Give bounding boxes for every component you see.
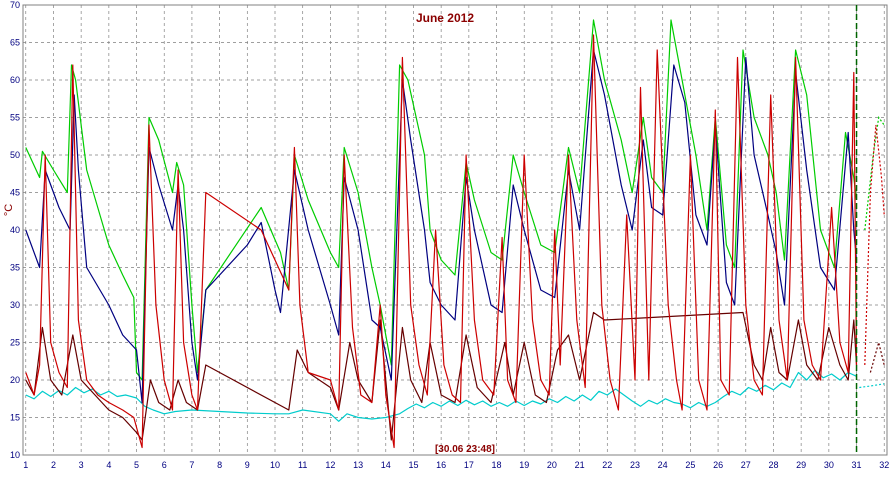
x-tick-label: 27 xyxy=(741,460,751,470)
y-tick-label: 15 xyxy=(10,413,20,423)
y-tick-label: 60 xyxy=(10,75,20,85)
y-tick-label: 65 xyxy=(10,38,20,48)
y-tick-label: 45 xyxy=(10,188,20,198)
x-tick-label: 2 xyxy=(51,460,56,470)
x-tick-label: 24 xyxy=(658,460,668,470)
forecast-line-red xyxy=(864,124,885,366)
y-tick-label: 35 xyxy=(10,263,20,273)
x-tick-label: 28 xyxy=(768,460,778,470)
x-tick-label: 14 xyxy=(381,460,391,470)
x-tick-label: 8 xyxy=(217,460,222,470)
y-tick-label: 55 xyxy=(10,113,20,123)
x-tick-label: 6 xyxy=(162,460,167,470)
forecast-line-cyan xyxy=(859,383,885,389)
x-tick-label: 32 xyxy=(879,460,889,470)
series-lines xyxy=(25,19,885,449)
series-line-darkred xyxy=(25,311,858,441)
series-line-red xyxy=(25,34,858,449)
x-tick-label: 9 xyxy=(245,460,250,470)
x-tick-label: 21 xyxy=(575,460,585,470)
y-tick-label: 20 xyxy=(10,375,20,385)
x-tick-label: 20 xyxy=(547,460,557,470)
x-tick-label: 12 xyxy=(325,460,335,470)
y-axis-label: °C xyxy=(3,204,15,216)
x-tick-label: 5 xyxy=(134,460,139,470)
x-tick-label: 29 xyxy=(796,460,806,470)
chart-title: June 2012 xyxy=(416,11,474,25)
x-tick-label: 30 xyxy=(824,460,834,470)
x-tick-label: 26 xyxy=(713,460,723,470)
x-tick-labels: 1 2 3 4 5 6 7 8 9 10 11 12 13 14 15 16 17 18 19 20 21 22 23 24 2… xyxy=(23,460,889,470)
timestamp-label: [30.06 23:48] xyxy=(435,444,495,455)
y-tick-label: 30 xyxy=(10,300,20,310)
x-tick-label: 13 xyxy=(353,460,363,470)
x-tick-label: 18 xyxy=(492,460,502,470)
x-tick-label: 25 xyxy=(685,460,695,470)
forecast-line-green xyxy=(864,115,885,231)
x-tick-label: 23 xyxy=(630,460,640,470)
x-tick-label: 1 xyxy=(23,460,28,470)
x-tick-label: 15 xyxy=(408,460,418,470)
x-tick-label: 4 xyxy=(106,460,111,470)
y-tick-labels: 10 15 20 25 30 35 40 45 50 55 60 65 70 xyxy=(10,0,20,460)
x-tick-label: 3 xyxy=(79,460,84,470)
y-tick-label: 10 xyxy=(10,450,20,460)
y-tick-label: 25 xyxy=(10,338,20,348)
x-tick-label: 22 xyxy=(602,460,612,470)
x-tick-label: 31 xyxy=(852,460,862,470)
x-tick-label: 7 xyxy=(189,460,194,470)
y-tick-label: 40 xyxy=(10,225,20,235)
x-tick-label: 16 xyxy=(436,460,446,470)
y-tick-label: 50 xyxy=(10,150,20,160)
x-tick-label: 19 xyxy=(519,460,529,470)
y-tick-label: 70 xyxy=(10,0,20,10)
x-tick-label: 10 xyxy=(270,460,280,470)
x-tick-label: 17 xyxy=(464,460,474,470)
x-tick-label: 11 xyxy=(298,460,307,470)
